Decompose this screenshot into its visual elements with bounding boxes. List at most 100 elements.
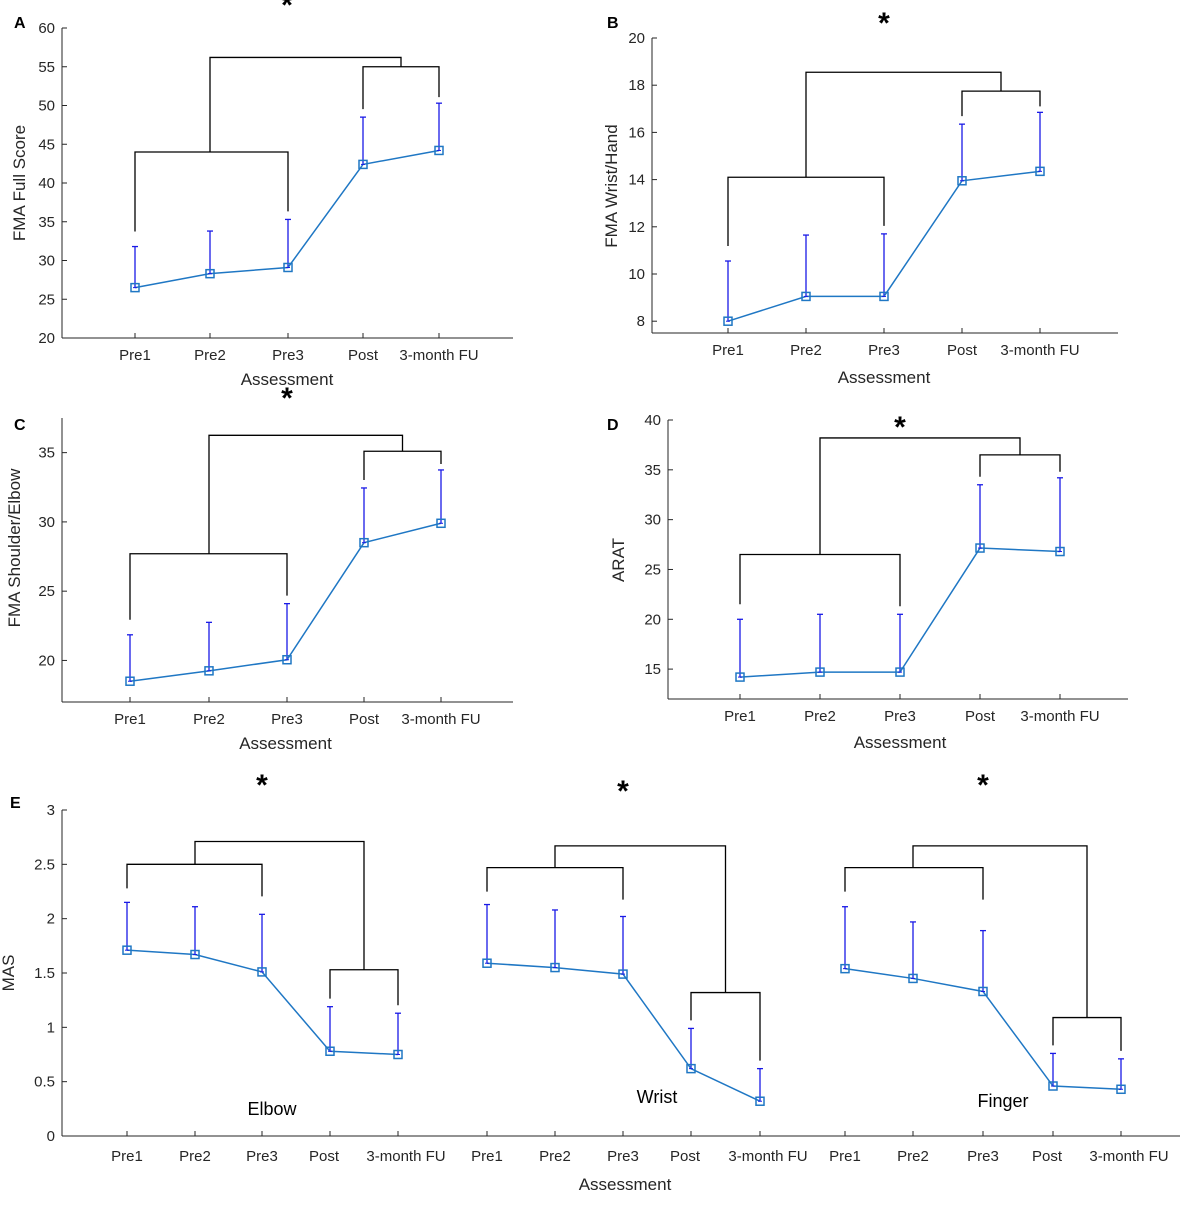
panel-e: 0 0.5 1 1.5 2 2.5 3 Pre1 Pre2 Pre3 Post 3-month FU *… <box>0 769 1180 1194</box>
x-tick-label: 3-month FU <box>399 347 478 364</box>
post-bracket <box>979 454 1061 477</box>
panel-d-y-tick-label: 20 <box>644 611 661 628</box>
panel-a-y-tick-label: 55 <box>38 59 55 76</box>
x-axis-label: Assessment <box>854 733 947 752</box>
panel-label: A <box>14 15 26 32</box>
subplot-finger-data-point <box>1116 1084 1126 1095</box>
post-bracket <box>690 991 761 1061</box>
significance-star: * <box>281 382 293 415</box>
panel-d: 15 20 25 30 35 40 Pre1 Pre2 Pre3 Post 3-month FU * A… <box>607 411 1128 752</box>
x-tick-label: 3-month FU <box>401 711 480 728</box>
panel-c-series-line <box>129 522 442 682</box>
panel-label: B <box>607 15 619 32</box>
subplot-elbow-data-point <box>190 949 200 960</box>
significance-star: * <box>617 775 629 808</box>
x-axis-label: Assessment <box>579 1175 672 1194</box>
panel-b-y-tick-label: 12 <box>628 219 645 236</box>
panel-c-y-tick-label: 25 <box>38 583 55 600</box>
x-tick-label: Pre2 <box>897 1148 929 1165</box>
x-tick-label: Pre1 <box>114 711 146 728</box>
panel-c: 20 25 30 35 Pre1 Pre2 Pre3 Post 3-month FU * Asses… <box>5 382 513 753</box>
y-axis-label: MAS <box>0 955 18 992</box>
significance-star: * <box>256 769 268 802</box>
y-axis-label: FMA Shoulder/Elbow <box>5 468 24 627</box>
x-tick-label: Pre1 <box>829 1148 861 1165</box>
panel-b-y-tick-label: 18 <box>628 77 645 94</box>
panel-c-y-tick-label: 35 <box>38 445 55 462</box>
x-tick-label: Pre1 <box>471 1148 503 1165</box>
post-bracket <box>961 90 1041 117</box>
panel-b-y-tick-label: 20 <box>628 30 645 47</box>
panel-e-y-tick-label: 3 <box>47 802 55 819</box>
x-tick-label: Pre2 <box>790 342 822 359</box>
x-tick-label: Pre3 <box>868 342 900 359</box>
x-tick-label: Pre3 <box>607 1148 639 1165</box>
x-tick-label: Pre2 <box>179 1148 211 1165</box>
panel-d-y-tick-label: 40 <box>644 412 661 429</box>
subplot-finger: Pre1 Pre2 Pre3 Post 3-month FU * Finger <box>829 769 1168 1165</box>
panel-b-y-tick-label: 10 <box>628 266 645 283</box>
panel-d-y-tick-label: 25 <box>644 561 661 578</box>
subplot-label: Elbow <box>247 1099 297 1119</box>
panel-b-y-tick-label: 16 <box>628 124 645 141</box>
panel-a-y-tick-label: 35 <box>38 214 55 231</box>
subplot-elbow-data-point <box>325 1046 335 1056</box>
panel-b-data-point <box>1035 166 1045 177</box>
panel-e-y-tick-label: 0 <box>47 1128 55 1145</box>
panel-e-y-tick-label: 1.5 <box>34 965 55 982</box>
x-tick-label: 3-month FU <box>1089 1148 1168 1165</box>
panel-a-y-tick-label: 20 <box>38 330 55 347</box>
subplot-elbow-data-point <box>122 945 132 955</box>
subplot-wrist: Pre1 Pre2 Pre3 Post 3-month FU * Wrist <box>471 775 807 1165</box>
significance-star: * <box>894 411 906 444</box>
x-tick-label: Pre3 <box>884 708 916 725</box>
x-tick-label: Post <box>670 1148 701 1165</box>
subplot-wrist-series-line <box>486 962 761 1102</box>
x-axis-label: Assessment <box>239 734 332 753</box>
x-tick-label: Post <box>1032 1148 1063 1165</box>
post-bracket <box>1052 1016 1122 1051</box>
panel-a-y-tick-label: 30 <box>38 253 55 270</box>
panel-a-data-point <box>434 145 444 156</box>
x-tick-label: Post <box>349 711 380 728</box>
x-tick-label: 3-month FU <box>366 1148 445 1165</box>
panel-d-data-point <box>815 667 825 677</box>
top-bracket <box>819 437 1021 555</box>
x-tick-label: Pre3 <box>967 1148 999 1165</box>
x-tick-label: Pre2 <box>539 1148 571 1165</box>
pre-bracket <box>739 553 901 607</box>
subplot-wrist-data-point <box>618 969 628 979</box>
y-axis-label: ARAT <box>609 538 628 582</box>
pre-bracket <box>844 866 984 900</box>
panel-d-y-tick-label: 15 <box>644 661 661 678</box>
x-tick-label: Pre2 <box>804 708 836 725</box>
panel-a-data-point <box>205 268 215 279</box>
subplot-label: Wrist <box>637 1087 678 1107</box>
subplot-elbow-data-point <box>393 1049 403 1060</box>
panel-a-data-point <box>130 282 140 293</box>
panel-e-y-tick-label: 0.5 <box>34 1074 55 1091</box>
panel-a: 20 25 30 35 40 45 50 55 60 Pre1 Pre2 Pre3 Post 3-mont… <box>10 0 513 389</box>
panel-d-data-point <box>1055 546 1065 557</box>
top-bracket <box>208 434 404 554</box>
top-bracket <box>209 56 402 152</box>
subplot-finger-data-point <box>840 963 850 974</box>
x-tick-label: Pre2 <box>193 711 225 728</box>
subplot-wrist-data-point <box>755 1096 765 1106</box>
panel-a-y-tick-label: 60 <box>38 20 55 37</box>
pre-bracket <box>126 863 263 897</box>
panel-a-data-point <box>283 262 293 273</box>
post-bracket <box>363 450 442 480</box>
x-tick-label: 3-month FU <box>1020 708 1099 725</box>
subplot-label: Finger <box>977 1091 1028 1111</box>
panel-d-y-tick-label: 35 <box>644 462 661 479</box>
panel-label: E <box>10 795 21 812</box>
x-tick-label: Pre3 <box>246 1148 278 1165</box>
x-tick-label: Post <box>348 347 379 364</box>
post-bracket <box>362 66 440 110</box>
pre-bracket <box>486 866 624 900</box>
pre-bracket <box>129 553 288 620</box>
panel-d-data-point <box>735 672 745 682</box>
x-axis-label: Assessment <box>838 368 931 387</box>
x-tick-label: 3-month FU <box>1000 342 1079 359</box>
